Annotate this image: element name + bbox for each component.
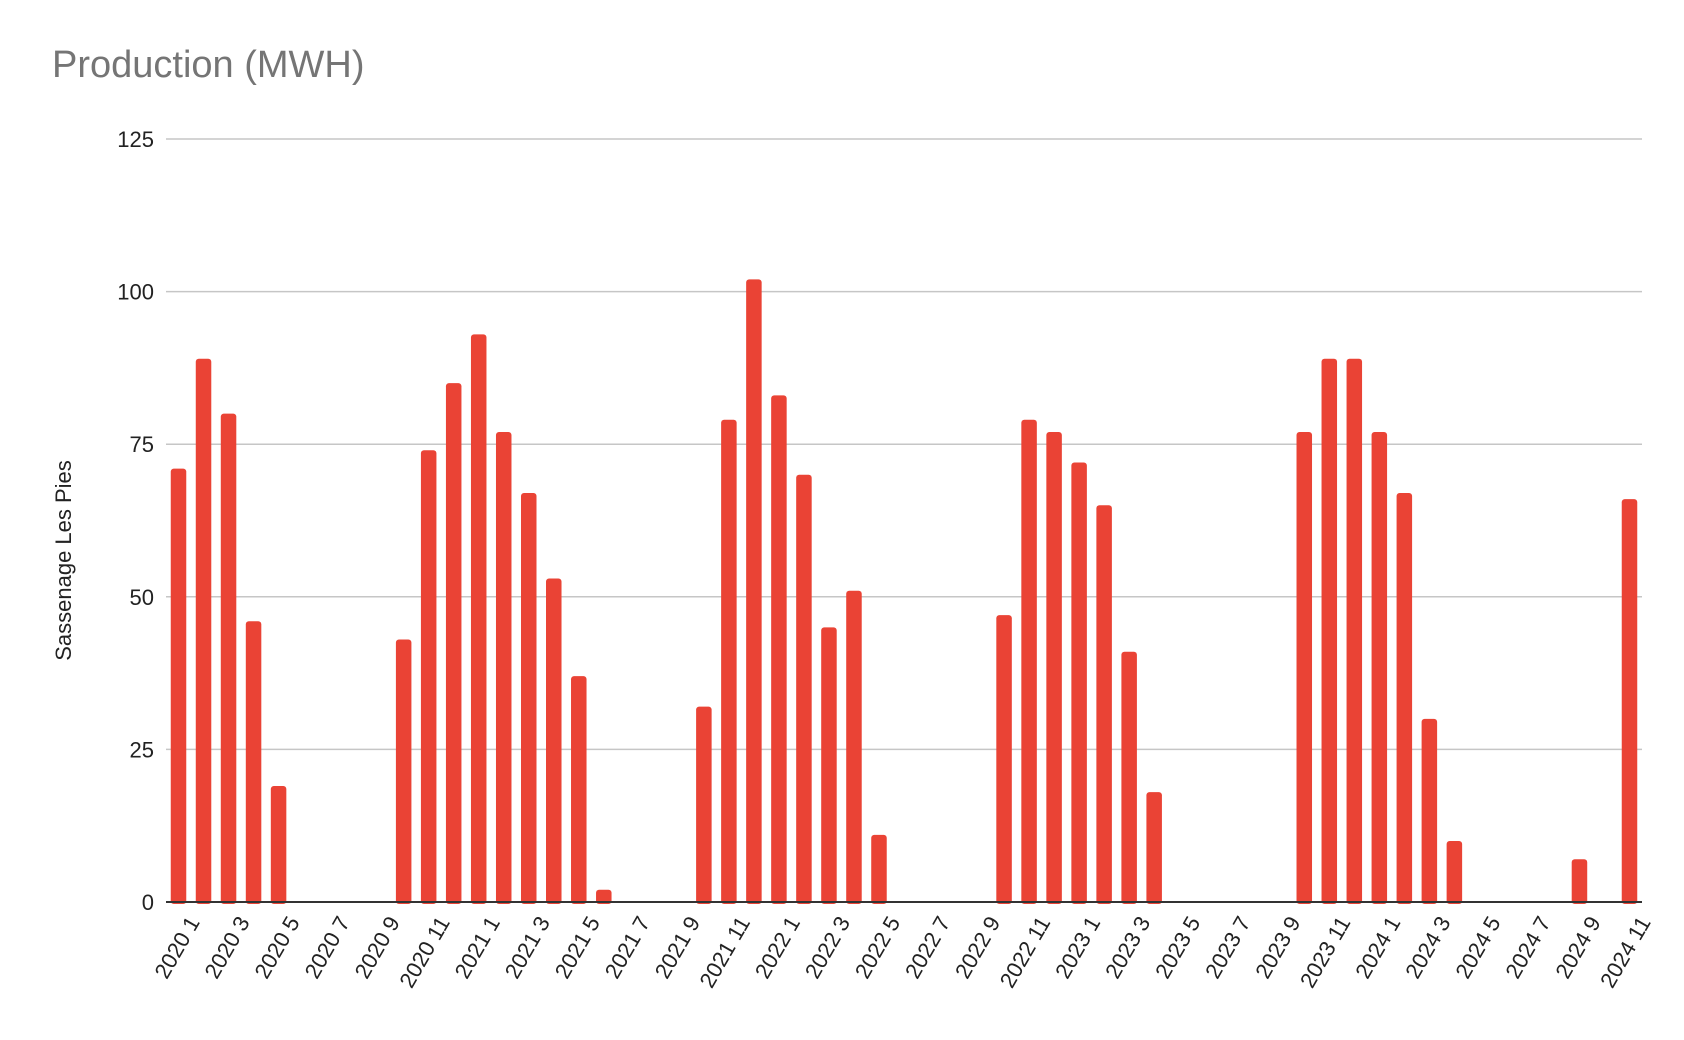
x-tick-label: 2020 7: [299, 912, 354, 983]
bar: [721, 419, 737, 904]
bar: [195, 358, 212, 904]
x-tick-label: 2020 3: [199, 912, 254, 983]
bar: [395, 639, 412, 904]
chart-title: Production (MWH): [52, 44, 365, 86]
bar: [220, 413, 237, 904]
bar: [871, 834, 887, 904]
bar: [1571, 859, 1588, 904]
x-tick-label: 2022 7: [900, 912, 955, 983]
x-tick-label: 2022 5: [850, 912, 905, 983]
y-tick-label: 50: [130, 585, 154, 610]
bar: [1296, 431, 1313, 904]
bar: [1371, 431, 1388, 904]
bar: [270, 786, 287, 904]
x-tick-label: 2021 1: [450, 912, 505, 983]
y-tick-label: 0: [142, 890, 154, 915]
y-tick-label: 75: [130, 432, 154, 457]
y-tick-label: 125: [117, 127, 154, 152]
gridlines: [166, 138, 1642, 751]
bar: [470, 334, 487, 904]
bar: [1021, 419, 1037, 904]
x-tick-label: 2021 9: [650, 912, 705, 983]
bar: [996, 615, 1012, 904]
bar: [1321, 358, 1338, 904]
bar: [170, 468, 187, 904]
y-tick-label: 100: [117, 280, 154, 305]
y-tick-label: 25: [130, 737, 154, 762]
bar: [821, 627, 837, 904]
x-tick-label: 2024 1: [1350, 912, 1405, 983]
bar: [1396, 493, 1413, 904]
bar: [245, 621, 262, 904]
x-tick-label: 2021 3: [500, 912, 555, 983]
bar: [1121, 651, 1137, 904]
x-tick-label: 2022 1: [750, 912, 805, 983]
y-axis-ticks: 0 25 50 75 100 125: [117, 127, 154, 915]
bar: [571, 676, 587, 904]
x-tick-label: 2020 5: [249, 912, 304, 983]
bar: [696, 706, 712, 904]
bars: [170, 279, 1638, 905]
x-tick-label: 2023 1: [1050, 912, 1105, 983]
x-tick-label: 2023 7: [1200, 912, 1255, 983]
x-tick-label: 2023 9: [1250, 912, 1305, 983]
bar: [1096, 505, 1112, 904]
bar: [445, 383, 462, 904]
x-tick-label: 2023 3: [1100, 912, 1155, 983]
x-tick-label: 2024 3: [1400, 912, 1455, 983]
bar: [520, 493, 537, 904]
bar: [846, 590, 862, 904]
bar: [1071, 462, 1087, 904]
x-tick-label: 2024 5: [1450, 912, 1505, 983]
bar: [1346, 358, 1363, 904]
bar: [1421, 718, 1438, 904]
x-tick-label: 2024 9: [1550, 912, 1605, 983]
bar: [546, 578, 562, 904]
bar: [1446, 840, 1463, 904]
bar: [495, 431, 512, 904]
bar: [746, 279, 762, 905]
bar: [596, 889, 612, 904]
bar: [1046, 431, 1062, 904]
bar: [420, 450, 437, 904]
x-tick-label: 2021 7: [600, 912, 655, 983]
x-tick-label: 2021 5: [550, 912, 605, 983]
bar: [1621, 499, 1638, 904]
x-tick-label: 2024 7: [1500, 912, 1555, 983]
x-tick-label: 2020 9: [350, 912, 405, 983]
x-tick-label: 2023 5: [1150, 912, 1205, 983]
bar: [771, 395, 787, 904]
x-tick-label: 2022 3: [800, 912, 855, 983]
x-tick-label: 2022 9: [950, 912, 1005, 983]
x-tick-label: 2020 1: [149, 912, 204, 983]
y-axis-label: Sassenage Les Pies: [51, 460, 76, 661]
bar: [1146, 792, 1162, 904]
bar: [796, 474, 812, 904]
